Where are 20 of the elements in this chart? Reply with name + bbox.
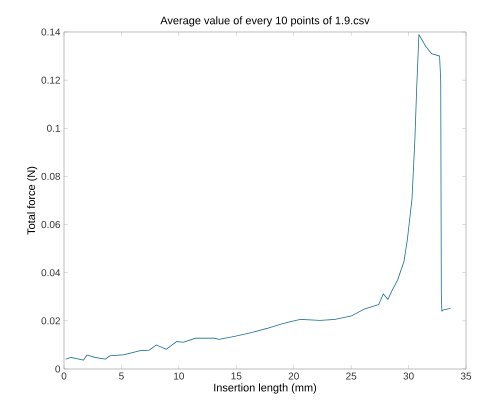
y-tick-label: 0.06 [41, 221, 60, 228]
y-tick-label: 0 [55, 365, 60, 373]
x-tick-label: 30 [403, 372, 414, 380]
x-tick-label: 5 [119, 372, 124, 380]
x-tick-label: 25 [346, 372, 356, 380]
y-tick-label: 0.08 [41, 172, 60, 180]
x-tick-label: 10 [174, 372, 184, 380]
y-tick-label: 0.12 [41, 76, 60, 84]
chart-title: Average value of every 10 points of 1.9.csv [160, 16, 370, 26]
x-tick-label: 20 [288, 372, 299, 380]
y-tick-label: 0.14 [41, 28, 60, 36]
y-tick-label: 0.04 [41, 269, 60, 276]
y-axis-title: Total force (N) [27, 166, 38, 235]
y-tick-label: 0.1 [47, 124, 60, 132]
line-series [65, 34, 451, 360]
x-tick-label: 35 [460, 372, 472, 380]
x-tick-label: 15 [232, 372, 242, 380]
y-tick-label: 0.02 [41, 317, 60, 324]
x-axis-title: Insertion length (mm) [214, 383, 316, 394]
x-tick-label: 0 [62, 372, 66, 380]
